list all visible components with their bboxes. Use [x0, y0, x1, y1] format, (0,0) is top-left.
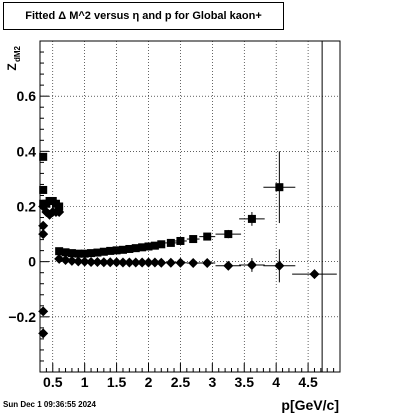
diamond-marker — [246, 259, 257, 270]
chart-title: Fitted Δ M^2 versus η and p for Global k… — [25, 10, 262, 22]
diamond-marker — [309, 269, 320, 280]
diamond-marker — [73, 256, 84, 267]
diamond-marker — [66, 255, 77, 266]
diamond-marker — [143, 257, 154, 268]
diamond-marker — [149, 257, 160, 268]
x-tick-label: 2 — [145, 374, 153, 390]
square-marker — [112, 246, 121, 255]
x-tick-label: 2.5 — [171, 374, 191, 390]
y-axis-label: Z — [5, 63, 19, 70]
timestamp: Sun Dec 1 09:36:55 2024 — [3, 400, 96, 409]
square-marker — [106, 246, 115, 255]
data-layer — [38, 151, 337, 339]
diamond-marker — [111, 257, 122, 268]
diamond-marker — [54, 207, 65, 218]
square-marker — [189, 235, 198, 244]
y-axis-label-subscript: dM2 — [13, 45, 22, 62]
square-marker — [224, 230, 233, 239]
square-marker — [166, 238, 175, 247]
square-marker — [74, 249, 83, 258]
x-tick-label: 0.5 — [43, 374, 63, 390]
diamond-marker — [188, 258, 199, 269]
square-marker — [39, 185, 48, 194]
diamond-marker — [124, 257, 135, 268]
x-tick-label: 1 — [81, 374, 89, 390]
diamond-marker — [105, 257, 116, 268]
square-marker — [138, 243, 147, 252]
diamond-marker — [130, 257, 141, 268]
diamond-marker — [92, 256, 103, 267]
diamond-marker — [38, 229, 49, 240]
chart-title-box: Fitted Δ M^2 versus η and p for Global k… — [3, 2, 284, 30]
diamond-marker — [38, 328, 49, 339]
x-tick-label: 3.5 — [235, 374, 255, 390]
square-marker — [93, 248, 102, 257]
diamond-marker — [38, 306, 49, 317]
square-marker — [144, 242, 153, 251]
y-tick-label: 0.2 — [17, 199, 37, 215]
diamond-marker — [60, 255, 71, 266]
x-tick-label: 4.5 — [298, 374, 318, 390]
diamond-marker — [175, 257, 186, 268]
y-tick-label: 0 — [28, 254, 36, 270]
diamond-marker — [274, 260, 285, 271]
diamond-marker — [156, 257, 167, 268]
grid-layer — [40, 41, 340, 372]
square-marker — [157, 240, 166, 249]
x-tick-label: 4 — [272, 374, 280, 390]
square-marker — [275, 183, 284, 192]
diamond-marker — [98, 257, 109, 268]
diamond-marker — [202, 258, 213, 269]
x-tick-label: 3 — [208, 374, 216, 390]
diamond-marker — [223, 260, 234, 271]
square-marker — [39, 152, 48, 161]
square-marker — [150, 241, 159, 250]
axis-layer: 0.5 1 1.5 2 2.5 3 3.5 4 4.5 −0.2 0 0.2 0.4 0.6 — [8, 40, 341, 390]
square-marker — [67, 249, 76, 258]
y-tick-label: 0.6 — [17, 88, 37, 104]
square-marker — [55, 202, 64, 211]
diamond-marker — [165, 257, 176, 268]
square-marker — [118, 245, 127, 254]
diamond-marker — [54, 253, 65, 264]
square-marker — [99, 247, 108, 256]
y-tick-label: −0.2 — [8, 309, 36, 325]
diamond-marker — [137, 257, 148, 268]
square-marker — [203, 232, 212, 241]
diamond-marker — [79, 256, 90, 267]
square-marker — [125, 244, 134, 253]
square-marker — [80, 249, 89, 258]
square-marker — [61, 248, 70, 257]
y-tick-label: 0.4 — [17, 143, 37, 159]
diamond-marker — [117, 257, 128, 268]
square-marker — [176, 236, 185, 245]
square-marker — [247, 214, 256, 223]
square-marker — [131, 244, 140, 253]
x-axis-label: p[GeV/c] — [281, 397, 339, 413]
diamond-marker — [86, 256, 97, 267]
x-tick-label: 1.5 — [107, 374, 127, 390]
square-marker — [87, 249, 96, 258]
square-marker — [55, 247, 64, 256]
